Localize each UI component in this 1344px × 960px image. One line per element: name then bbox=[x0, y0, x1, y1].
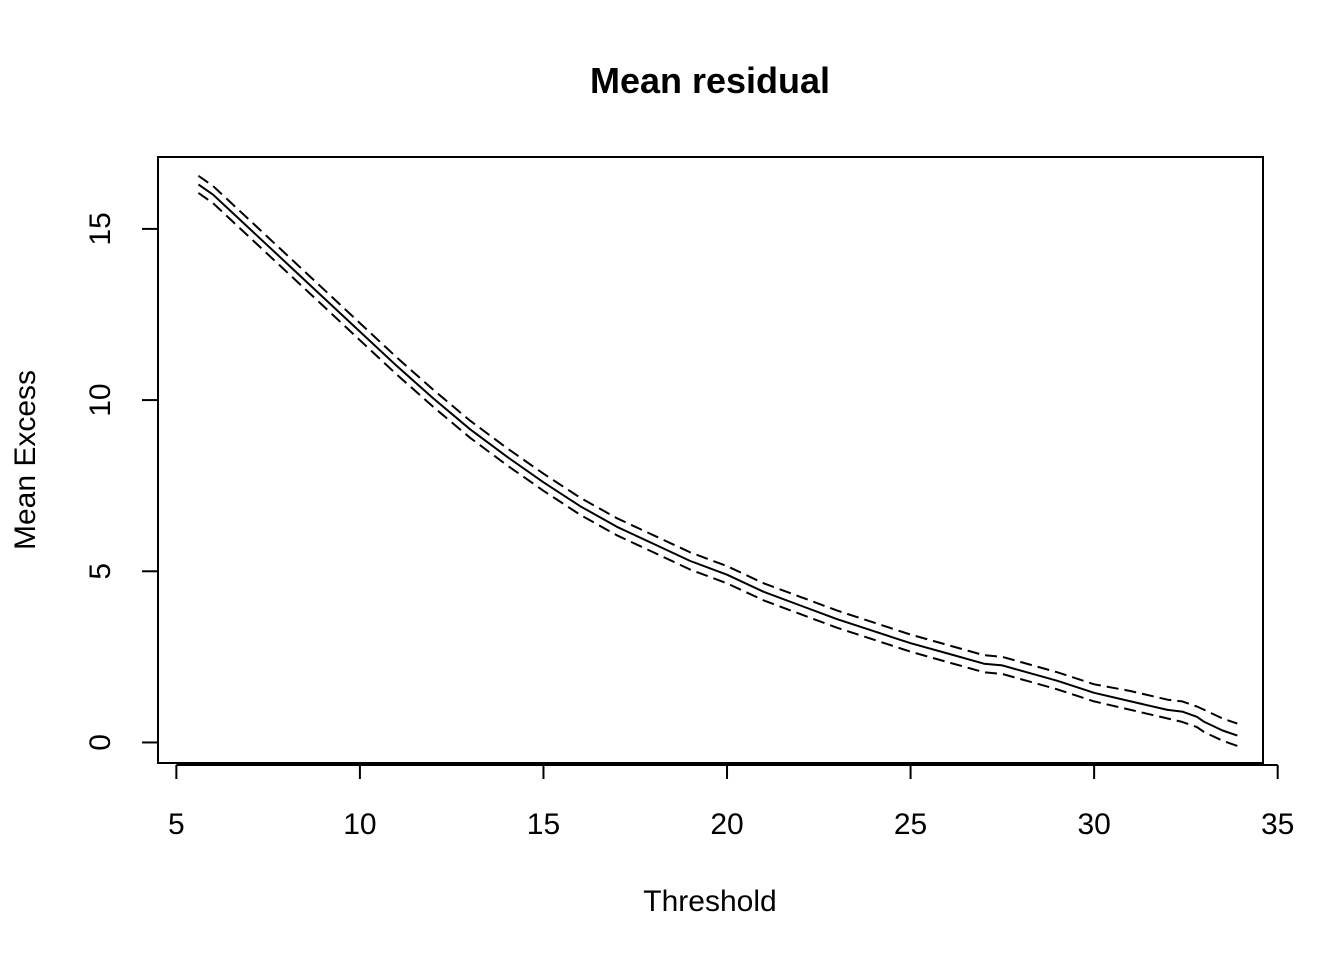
series-layer bbox=[197, 174, 1238, 747]
lower-confidence-line bbox=[197, 192, 1238, 747]
upper-confidence-line bbox=[197, 174, 1238, 725]
y-tick-label: 0 bbox=[84, 734, 117, 751]
x-tick-label: 20 bbox=[710, 808, 743, 841]
x-tick-label: 15 bbox=[527, 808, 560, 841]
x-axis-label: Threshold bbox=[643, 885, 776, 918]
y-tick-label: 10 bbox=[84, 383, 117, 416]
chart-title: Mean residual bbox=[590, 60, 830, 101]
x-tick-label: 25 bbox=[894, 808, 927, 841]
x-tick-label: 5 bbox=[168, 808, 185, 841]
x-tick-label: 35 bbox=[1261, 808, 1294, 841]
x-axis: 5 10 15 20 25 30 35 bbox=[168, 764, 1294, 841]
plot-frame bbox=[157, 156, 1264, 764]
x-tick-label: 10 bbox=[343, 808, 376, 841]
x-tick-label: 30 bbox=[1077, 808, 1110, 841]
y-tick-label: 5 bbox=[84, 563, 117, 580]
mean-excess-line bbox=[197, 183, 1238, 737]
y-axis: 0 5 10 15 bbox=[84, 212, 159, 751]
y-tick-label: 15 bbox=[84, 212, 117, 245]
y-axis-label: Mean Excess bbox=[9, 370, 42, 550]
